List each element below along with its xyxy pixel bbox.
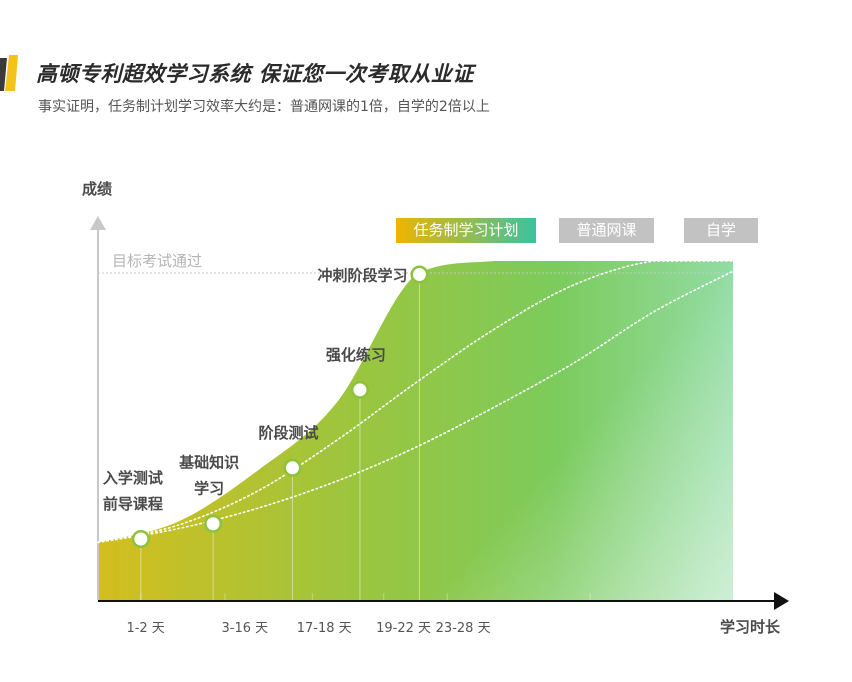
legend-self-study: 自学 — [684, 218, 758, 243]
legend-online-course: 普通网课 — [559, 218, 654, 243]
x-tick-label: 1-2 天 — [126, 621, 164, 636]
x-tick-label: 17-18 天 — [297, 621, 352, 636]
milestone-label: 学习 — [194, 480, 224, 498]
page-title: 高顿专利超效学习系统 保证您一次考取从业证 — [36, 62, 474, 86]
header-accent-bar — [0, 55, 18, 91]
page-subtitle: 事实证明，任务制计划学习效率大约是：普通网课的1倍，自学的2倍以上 — [38, 99, 490, 115]
x-tick-label: 3-16 天 — [222, 621, 269, 636]
milestone-label: 阶段测试 — [258, 424, 318, 442]
milestone-marker-core-4 — [412, 268, 426, 282]
legend-task-plan: 任务制学习计划 — [396, 218, 536, 243]
x-axis-arrow — [774, 592, 789, 610]
target-line-label: 目标考试通过 — [112, 252, 202, 270]
y-axis-label: 成绩 — [82, 180, 112, 198]
area-highlight — [98, 261, 733, 600]
milestone-label: 强化练习 — [326, 346, 386, 364]
y-axis-arrow — [90, 216, 106, 230]
milestone-marker-core-3 — [353, 383, 367, 397]
x-tick-label: 19-22 天 — [376, 621, 431, 636]
milestone-label: 入学测试 — [103, 469, 163, 487]
x-tick-label: 23-28 天 — [436, 621, 491, 636]
milestone-marker-core-1 — [206, 517, 220, 531]
milestone-label: 基础知识 — [178, 454, 239, 472]
x-axis-label: 学习时长 — [720, 618, 781, 636]
milestone-marker-core-0 — [134, 532, 148, 546]
milestone-marker-core-2 — [285, 461, 299, 475]
milestone-label: 前导课程 — [103, 495, 163, 513]
series-line-online-course — [97, 260, 734, 544]
milestone-label: 冲刺阶段学习 — [317, 267, 407, 285]
